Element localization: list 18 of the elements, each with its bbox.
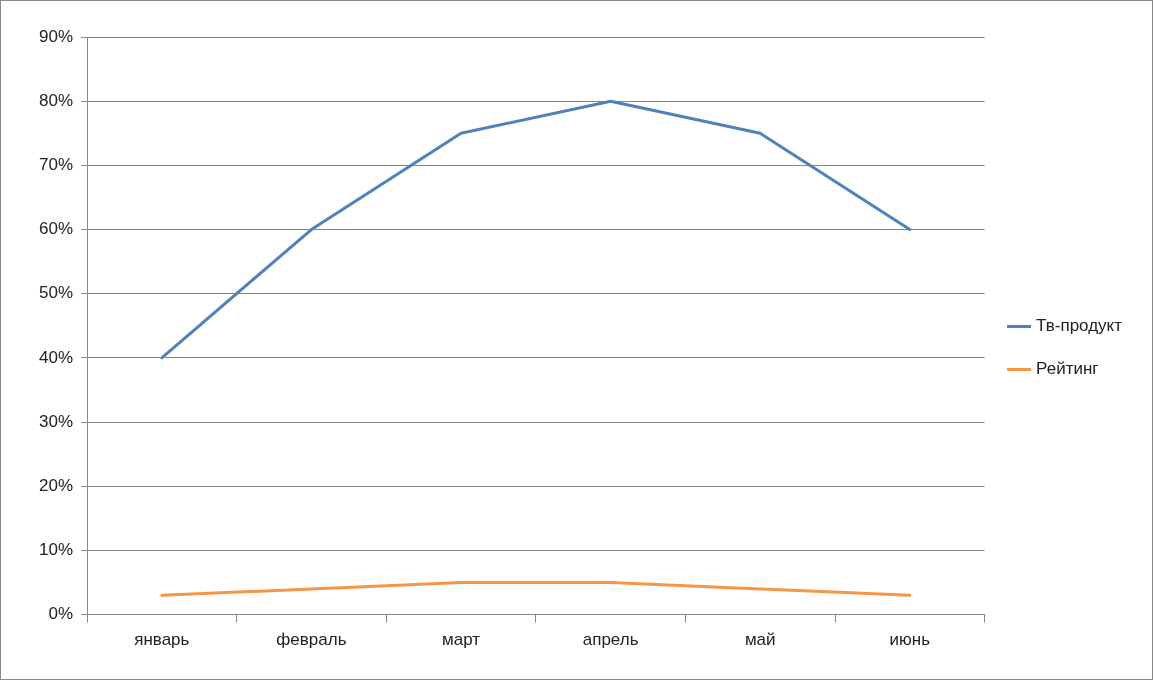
y-tick-label: 70%: [38, 155, 74, 175]
y-tick-label: 10%: [38, 540, 74, 560]
y-tick-label: 40%: [38, 347, 74, 367]
legend-label: Рейтинг: [1036, 359, 1099, 379]
y-tick-label: 0%: [48, 604, 74, 624]
x-tick-label: май: [744, 630, 776, 650]
legend-label: Тв-продукт: [1036, 316, 1123, 336]
x-tick-label: апрель: [582, 630, 639, 650]
x-tick-label: июнь: [889, 630, 931, 650]
x-tick-label: январь: [134, 630, 190, 650]
y-tick-label: 50%: [38, 283, 74, 303]
y-tick-label: 20%: [38, 475, 74, 495]
x-tick-label: март: [442, 630, 481, 650]
y-tick-label: 90%: [38, 26, 74, 46]
y-tick-label: 60%: [38, 219, 74, 239]
y-tick-label: 30%: [38, 411, 74, 431]
y-tick-label: 80%: [38, 90, 74, 110]
x-tick-label: февраль: [276, 630, 347, 650]
